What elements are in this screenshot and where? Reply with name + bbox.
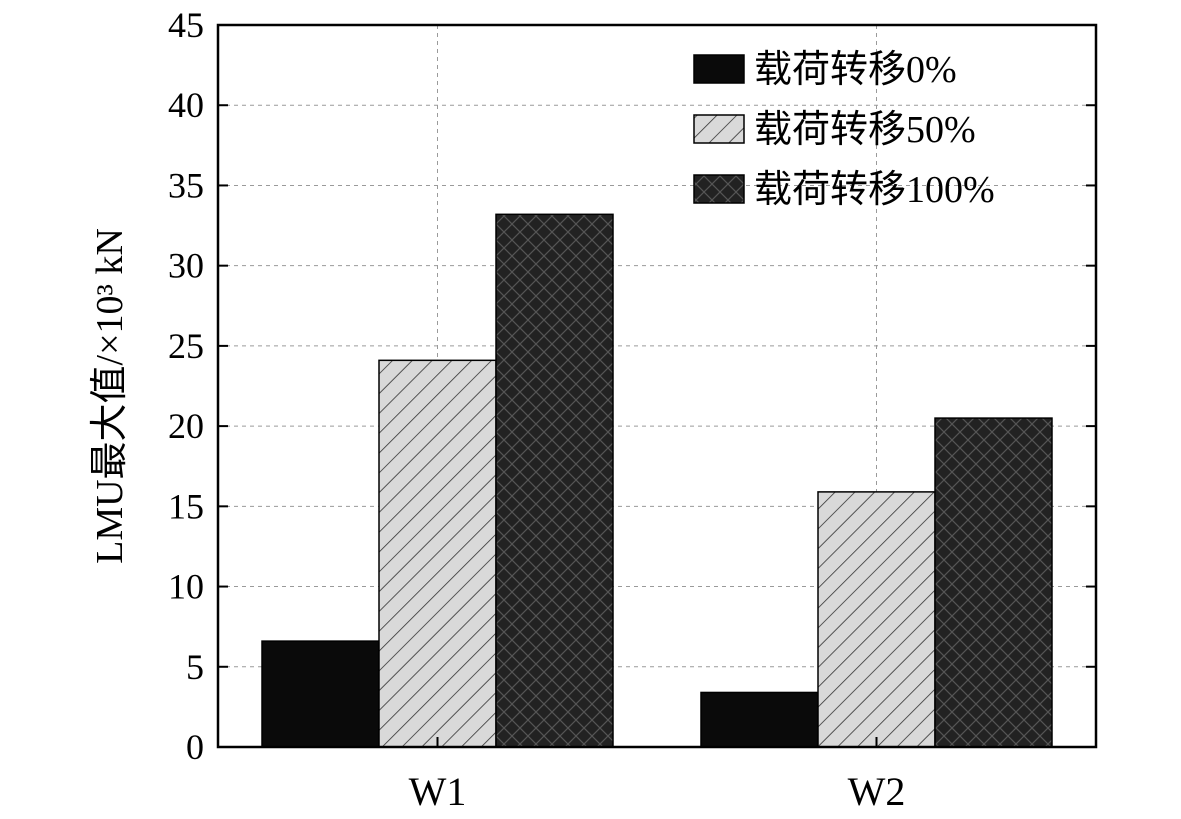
- legend-swatch: [693, 174, 745, 204]
- bars: [261, 213, 1053, 748]
- bar: [495, 213, 614, 748]
- y-tick-label: 5: [186, 647, 204, 687]
- bar: [934, 417, 1053, 748]
- y-axis-label: LMU最大值/×10³ kN: [89, 228, 131, 564]
- y-tick-label: 40: [168, 85, 204, 125]
- y-tick-label: 10: [168, 567, 204, 607]
- bar: [700, 691, 819, 748]
- y-tick-label: 35: [168, 165, 204, 205]
- x-axis: W1 W2: [409, 737, 906, 814]
- bar: [817, 491, 936, 748]
- x-tick-label: W2: [848, 769, 906, 814]
- y-tick-label: 15: [168, 486, 204, 526]
- y-tick-label: 0: [186, 727, 204, 767]
- legend-label: 载荷转移100%: [754, 169, 995, 211]
- plot-frame: [216, 23, 1098, 749]
- y-tick-label: 30: [168, 246, 204, 286]
- legend: 载荷转移0% 载荷转移50% 载荷转移100%: [693, 49, 995, 211]
- bar: [261, 640, 380, 748]
- y-tick-label: 25: [168, 326, 204, 366]
- legend-swatch: [693, 114, 745, 144]
- y-axis: 0 5 10 15 20 25 30 35 40 45: [168, 5, 1096, 767]
- x-tick-label: W1: [409, 769, 467, 814]
- legend-label: 载荷转移0%: [754, 49, 957, 91]
- y-tick-label: 20: [168, 406, 204, 446]
- y-tick-label: 45: [168, 5, 204, 45]
- bar: [378, 359, 497, 748]
- legend-swatch: [693, 54, 745, 84]
- legend-label: 载荷转移50%: [754, 109, 976, 151]
